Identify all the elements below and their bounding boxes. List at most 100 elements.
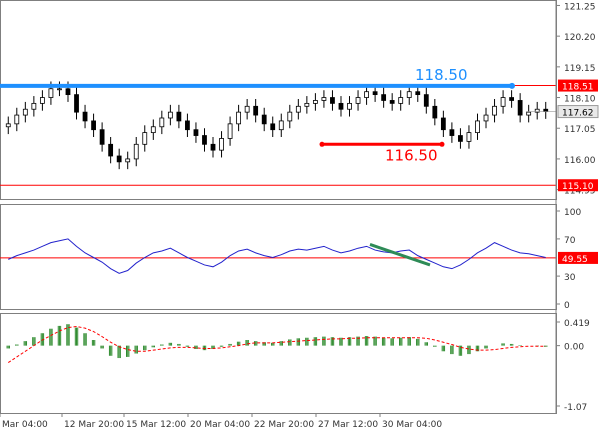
candle-body [449, 129, 455, 136]
candle-body [534, 108, 540, 113]
candle-body [193, 129, 199, 136]
candle-body [14, 114, 20, 125]
y-tick-label: -1.07 [564, 403, 587, 413]
candle-body [176, 111, 182, 122]
candle-body [432, 105, 438, 119]
macd-signal-line [7, 325, 546, 363]
x-tick-label: 27 Mar 12:00 [318, 420, 378, 430]
candle-body [57, 88, 62, 91]
y-tick-label: 30 [564, 273, 576, 283]
resistance-annotation: 118.50 [415, 66, 468, 84]
x-tick-label: Mar 04:00 [2, 420, 48, 430]
current-price-label: 117.62 [562, 109, 594, 119]
candle-body [321, 97, 327, 101]
resistance-line-end [509, 82, 515, 89]
candle-body [475, 120, 480, 134]
candle-body [406, 91, 412, 98]
candle-body [355, 97, 361, 104]
candle-body [364, 91, 369, 98]
candle-body [500, 97, 506, 107]
oscillator-level-label: 49.55 [562, 255, 588, 265]
y-tick-label: 0 [564, 301, 570, 311]
candle-body [381, 94, 387, 101]
x-tick-label: 22 Mar 20:00 [254, 420, 314, 430]
candle-body [517, 100, 523, 116]
candle-body [74, 94, 79, 113]
y-tick-label: 100 [564, 208, 581, 218]
candle-body [150, 126, 156, 134]
candle-body [423, 94, 429, 107]
candle-body [133, 143, 139, 160]
candle-body [65, 88, 71, 96]
candle-body [22, 108, 28, 116]
candle-body [125, 158, 131, 163]
y-tick-label: 117.05 [564, 125, 596, 135]
candle-body [5, 123, 11, 128]
candle-body [91, 120, 96, 131]
candle-body [295, 105, 301, 113]
oscillator-level-badge [558, 251, 598, 264]
y-tick-label: 0.00 [564, 343, 584, 353]
candle-body [236, 111, 242, 125]
candle-body [415, 91, 421, 96]
current-price-badge [557, 105, 599, 119]
x-tick-label: 20 Mar 04:00 [190, 420, 250, 430]
candle-body [82, 111, 88, 122]
level-badge [558, 79, 598, 92]
candle-body [526, 111, 532, 116]
y-tick-label: 70 [564, 236, 576, 246]
candle-body [210, 143, 216, 151]
y-tick-label: 121.25 [564, 2, 596, 12]
candle-body [466, 132, 472, 142]
divergence-line [369, 243, 431, 267]
candle-body [159, 117, 165, 128]
candle-body [440, 117, 446, 131]
candle-body [202, 135, 207, 145]
candle-body [142, 132, 148, 145]
candle-body [372, 91, 378, 96]
candle-body [312, 100, 318, 104]
candle-body [543, 108, 549, 112]
candle-body [483, 114, 489, 122]
candle-body [389, 100, 395, 104]
candle-body [244, 105, 250, 113]
y-tick-label: 119.15 [564, 64, 596, 74]
candle-body [219, 138, 224, 151]
support-line-start [319, 141, 325, 147]
x-tick-label: 30 Mar 04:00 [382, 420, 442, 430]
x-tick-label: 15 Mar 12:00 [126, 420, 186, 430]
level-badge-label: 118.51 [562, 83, 594, 93]
candle-body [227, 123, 233, 139]
candle-body [31, 102, 37, 110]
candle-body [338, 102, 344, 110]
level-badge [558, 179, 598, 192]
panel-frame-0 [0, 0, 557, 200]
candle-body [48, 88, 54, 98]
candle-body [39, 97, 45, 104]
oscillator-line [8, 238, 546, 274]
panel-frame-2 [0, 313, 557, 414]
support-annotation: 116.50 [385, 146, 438, 164]
y-tick-label: 116.00 [564, 156, 596, 166]
candle-body [253, 105, 259, 116]
candle-body [108, 143, 114, 157]
candle-body [398, 97, 404, 104]
candle-body [347, 102, 352, 110]
candle-body [330, 97, 335, 104]
candle-body [278, 120, 284, 131]
y-tick-label: 114.95 [564, 187, 596, 197]
support-line-end [439, 141, 445, 147]
candle-body [304, 102, 310, 107]
candle-body [287, 111, 293, 122]
level-badge-label: 115.10 [562, 182, 594, 192]
candle-body [167, 111, 173, 119]
candle-body [270, 123, 276, 131]
candle-body [492, 105, 497, 116]
candle-body [261, 114, 267, 125]
panel-frame-1 [0, 204, 557, 310]
candle-body [99, 129, 105, 145]
candle-body [185, 120, 190, 131]
x-tick-label: 12 Mar 20:00 [64, 420, 124, 430]
candle-body [458, 135, 463, 142]
